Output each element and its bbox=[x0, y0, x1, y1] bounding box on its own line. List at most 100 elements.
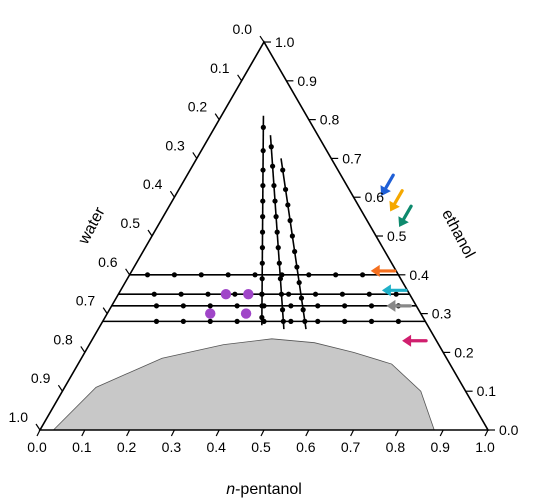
ethanol-line-3-point-7 bbox=[315, 303, 321, 309]
arrow-4 bbox=[370, 264, 397, 277]
dilution-line-3-point-5 bbox=[294, 264, 300, 270]
dilution-line-1-point-6 bbox=[259, 245, 266, 251]
tick-label-water-8: 0.8 bbox=[53, 331, 73, 347]
dilution-line-1-point-4 bbox=[259, 276, 265, 282]
tick-label-ethanol-7: 0.7 bbox=[342, 150, 362, 166]
ethanol-line-2-point-2 bbox=[178, 291, 184, 297]
arrow-2-shaft bbox=[393, 189, 404, 206]
tick-mark-pentanol-5 bbox=[260, 429, 265, 437]
tick-mark-water-10 bbox=[35, 423, 41, 431]
dilution-line-1-point-7 bbox=[259, 229, 266, 235]
dilution-line-2-point-4 bbox=[277, 276, 283, 282]
tick-label-pentanol-9: 0.9 bbox=[430, 439, 450, 455]
tick-label-ethanol-1: 0.1 bbox=[477, 383, 497, 399]
axis-title-ethanol: ethanol bbox=[438, 207, 478, 261]
dilution-line-3-point-9 bbox=[285, 202, 291, 208]
dilution-line-1-point-12 bbox=[260, 148, 266, 154]
tick-mark-water-2 bbox=[214, 113, 220, 120]
ethanol-line-4-point-2 bbox=[180, 318, 186, 324]
ethanol-line-1-point-4 bbox=[225, 272, 231, 278]
binodal-region bbox=[52, 338, 435, 430]
dilution-line-1-point-2 bbox=[259, 303, 265, 309]
tick-label-pentanol-5: 0.5 bbox=[251, 439, 271, 455]
ethanol-line-4-point-3 bbox=[207, 318, 213, 324]
tick-mark-pentanol-3 bbox=[170, 429, 175, 437]
ethanol-line-3-point-2 bbox=[180, 303, 186, 309]
dilution-line-3-point-8 bbox=[287, 217, 293, 224]
tick-mark-pentanol-2 bbox=[126, 429, 131, 437]
dilution-line-3-point-2 bbox=[300, 307, 306, 313]
arrow-1 bbox=[380, 173, 395, 196]
ethanol-line-4-point-10 bbox=[395, 318, 401, 324]
tick-mark-pentanol-1 bbox=[81, 429, 86, 437]
tick-label-water-6: 0.6 bbox=[98, 254, 118, 270]
arrow-1-head bbox=[380, 185, 391, 196]
tick-mark-pentanol-7 bbox=[350, 429, 355, 437]
tick-mark-water-3 bbox=[192, 152, 198, 159]
tick-label-pentanol-8: 0.8 bbox=[386, 439, 406, 455]
binodal-region-layer bbox=[52, 338, 435, 430]
tick-label-ethanol-0: 0.0 bbox=[499, 422, 519, 438]
ethanol-line-3-point-9 bbox=[368, 303, 375, 309]
dilution-line-1-point-9 bbox=[260, 198, 266, 204]
tick-label-water-0: 0.0 bbox=[233, 21, 253, 37]
ethanol-line-4-point-4 bbox=[234, 318, 240, 324]
tick-label-water-3: 0.3 bbox=[165, 137, 185, 153]
dilution-line-3 bbox=[280, 158, 307, 330]
ethanol-line-1-point-1 bbox=[144, 272, 151, 278]
dilution-line-2-point-7 bbox=[274, 229, 280, 235]
ethanol-line-4-point-8 bbox=[342, 318, 348, 324]
dilution-line-2-point-12 bbox=[268, 144, 274, 150]
tick-label-pentanol-3: 0.3 bbox=[162, 439, 182, 455]
tick-mark-water-6 bbox=[125, 268, 131, 276]
tick-mark-water-1 bbox=[237, 74, 243, 82]
arrow-2-head bbox=[389, 200, 400, 212]
tick-label-water-2: 0.2 bbox=[188, 99, 208, 115]
tick-label-ethanol-9: 0.9 bbox=[297, 73, 317, 89]
arrow-3-shaft bbox=[402, 204, 413, 221]
tick-labels-layer: 0.0 0.0 0.0 0.1 0.1 0.1 0.2 0.2 0.2 0.3 0.3 0.3 0.4 0… bbox=[9, 21, 519, 455]
ethanol-line-3-point-8 bbox=[342, 303, 348, 309]
ethanol-line-1-point-8 bbox=[333, 272, 339, 278]
ethanol-line-2-point-6 bbox=[286, 291, 292, 297]
arrow-5-head bbox=[381, 284, 391, 297]
highlighted-point-3 bbox=[205, 308, 216, 319]
arrow-7 bbox=[402, 334, 428, 347]
tick-mark-pentanol-8 bbox=[394, 429, 399, 437]
dilution-line-2-point-9 bbox=[272, 198, 278, 204]
highlighted-point-1 bbox=[220, 289, 232, 300]
dilution-line-2-point-2 bbox=[279, 307, 286, 313]
tick-label-ethanol-8: 0.8 bbox=[320, 112, 340, 128]
dilution-line-3-point-6 bbox=[292, 248, 298, 255]
dilution-line-1-point-3 bbox=[259, 291, 265, 297]
dilution-line-1-point-1 bbox=[259, 314, 265, 321]
dilution-line-1-point-10 bbox=[260, 182, 266, 189]
highlighted-point-2 bbox=[243, 289, 254, 300]
ethanol-line-4-point-6 bbox=[288, 318, 294, 324]
tick-label-ethanol-5: 0.5 bbox=[387, 228, 407, 244]
tick-mark-pentanol-4 bbox=[215, 429, 220, 437]
axis-title-pentanol-prefix: n bbox=[226, 481, 235, 498]
dilution-line-1-point-13 bbox=[260, 124, 266, 130]
ethanol-line-4-point-9 bbox=[368, 318, 375, 324]
arrow-6-head bbox=[386, 299, 396, 312]
tick-label-water-5: 0.5 bbox=[121, 215, 141, 231]
axis-title-water: water bbox=[75, 204, 109, 248]
ethanol-line-3-point-3 bbox=[207, 303, 213, 309]
tick-label-water-10: 1.0 bbox=[9, 409, 29, 425]
dilution-line-1-point-11 bbox=[260, 167, 266, 173]
ethanol-line-3-point-1 bbox=[153, 303, 160, 309]
dilution-line-2-point-6 bbox=[275, 245, 281, 251]
ethanol-line-2-point-3 bbox=[205, 291, 211, 297]
tick-mark-pentanol-0 bbox=[36, 429, 41, 437]
tick-label-pentanol-4: 0.4 bbox=[206, 439, 226, 455]
ethanol-line-2-point-9 bbox=[366, 291, 372, 297]
tick-label-ethanol-6: 0.6 bbox=[365, 189, 385, 205]
dilution-line-3-point-7 bbox=[289, 233, 295, 239]
dilution-line-2-point-3 bbox=[278, 291, 285, 297]
tick-label-water-9: 0.9 bbox=[31, 370, 51, 386]
dilution-line-1-point-5 bbox=[259, 260, 265, 266]
tick-label-water-7: 0.7 bbox=[76, 293, 96, 309]
tick-mark-water-8 bbox=[80, 346, 86, 353]
